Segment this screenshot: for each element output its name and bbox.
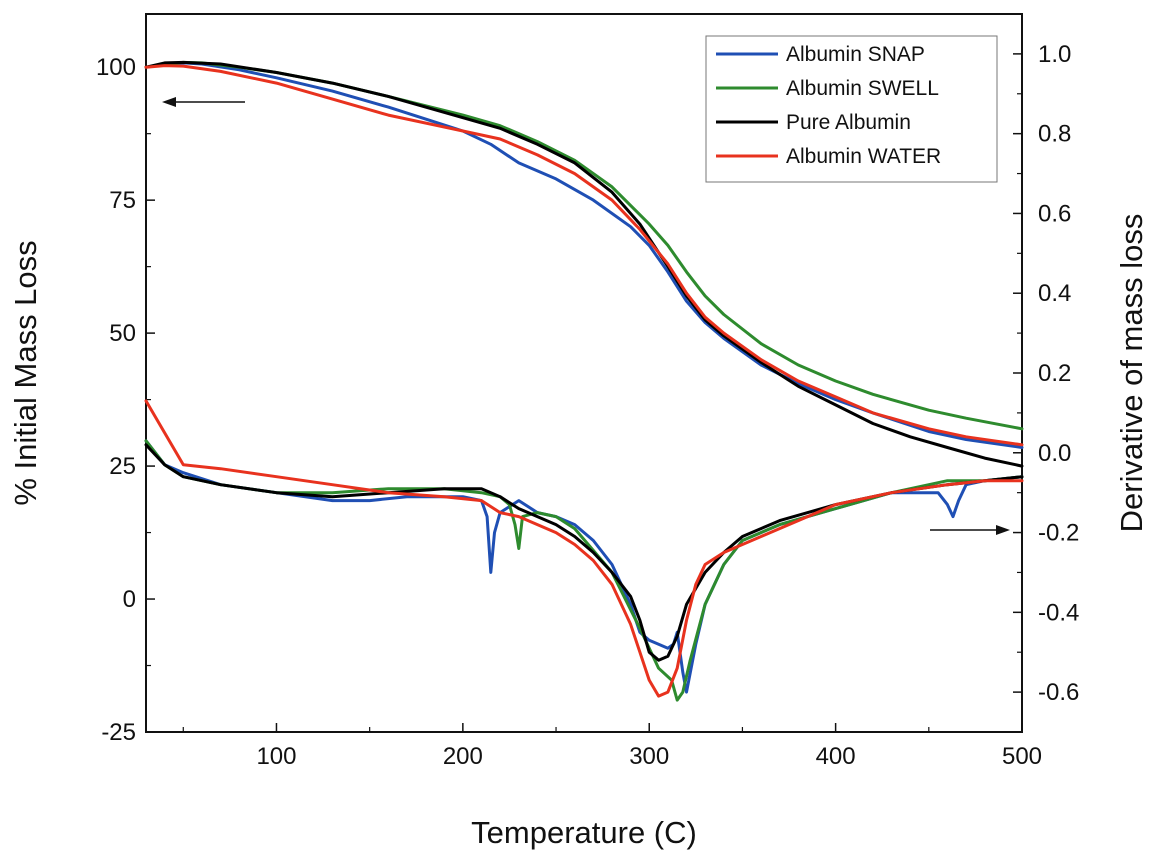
y-axis-title-right: Derivative of mass loss	[1114, 214, 1149, 533]
x-tick-label: 100	[256, 743, 296, 770]
y-right-tick-label: 1.0	[1038, 41, 1071, 68]
y-left-tick-label: 75	[109, 187, 136, 214]
legend-label: Albumin SNAP	[786, 43, 925, 66]
series-line-derivative-albumin-swell	[144, 439, 1024, 702]
y-right-tick-label: 0.2	[1038, 360, 1071, 387]
legend-label: Albumin WATER	[786, 145, 941, 168]
series-layer	[144, 60, 1024, 702]
arrow-right-annotation	[930, 525, 1010, 535]
y-right-tick-label: 0.0	[1038, 440, 1071, 467]
legend-box	[705, 35, 998, 183]
x-tick-label: 200	[443, 743, 483, 770]
x-tick-label: 500	[1002, 743, 1042, 770]
x-tick-label: 400	[816, 743, 856, 770]
y-right-tick-label: 0.6	[1038, 200, 1071, 227]
x-ticks: 100 200 300 400 500	[182, 723, 1042, 770]
y-left-tick-label: -25	[101, 719, 136, 746]
y-right-tick-label: -0.2	[1038, 520, 1079, 547]
series-line-derivative-albumin-water	[144, 399, 1024, 698]
y-left-tick-label: 50	[109, 320, 136, 347]
series-line-derivative-pure-albumin	[144, 443, 1024, 662]
x-tick-label: 300	[629, 743, 669, 770]
x-axis-title: Temperature (C)	[471, 815, 697, 850]
arrow-left-annotation	[162, 97, 245, 107]
y-right-tick-label: -0.6	[1038, 679, 1079, 706]
series-line-mass-pure-albumin	[144, 60, 1024, 468]
series-line-derivative-albumin-snap	[144, 439, 1024, 694]
y-left-tick-label: 100	[96, 54, 136, 81]
y-right-tick-label: 0.4	[1038, 280, 1071, 307]
legend-label: Pure Albumin	[786, 111, 911, 134]
y-left-tick-label: 25	[109, 453, 136, 480]
series-line-mass-albumin-snap	[144, 61, 1024, 449]
y-right-tick-label: 0.8	[1038, 121, 1071, 148]
series-line-mass-albumin-water	[144, 64, 1024, 447]
legend: Albumin SNAP Albumin SWELL Pure Albumin Alb…	[705, 35, 998, 183]
y-axis-title-left: % Initial Mass Loss	[8, 240, 43, 505]
y-right-tick-label: -0.4	[1038, 599, 1079, 626]
legend-label: Albumin SWELL	[786, 77, 939, 100]
y-ticks-left: -25 0 25 50 75 100	[96, 54, 155, 746]
y-ticks-right: -0.6 -0.4 -0.2 0.0 0.2 0.4 0.6 0.8 1.0	[1013, 41, 1079, 706]
y-left-tick-label: 0	[123, 586, 136, 613]
